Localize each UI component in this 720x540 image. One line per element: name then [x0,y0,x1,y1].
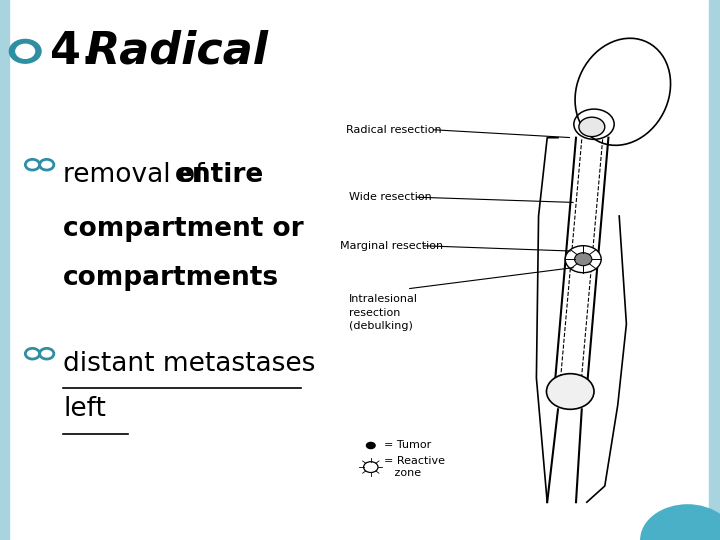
Circle shape [9,39,41,63]
Circle shape [575,253,592,266]
Text: compartments: compartments [63,265,279,291]
Circle shape [16,44,35,58]
Bar [709,0,720,540]
Bar [0,0,9,540]
Text: entire: entire [175,162,264,188]
Text: distant metastases: distant metastases [63,351,316,377]
Circle shape [546,374,594,409]
Text: Marginal resection: Marginal resection [340,241,443,251]
Text: Intralesional
resection
(debulking): Intralesional resection (debulking) [349,294,418,330]
Text: Radical resection: Radical resection [346,125,441,134]
Circle shape [565,246,601,273]
Text: = Reactive
   zone: = Reactive zone [384,456,445,478]
Circle shape [579,117,605,137]
Text: left: left [63,396,107,422]
Text: removal of: removal of [63,162,213,188]
Text: compartment or: compartment or [63,216,304,242]
Wedge shape [641,505,720,540]
Circle shape [366,442,376,449]
Text: Wide resection: Wide resection [349,192,432,202]
Text: Radical: Radical [85,30,268,73]
Text: = Tumor: = Tumor [384,441,431,450]
Text: 4.: 4. [50,30,114,73]
